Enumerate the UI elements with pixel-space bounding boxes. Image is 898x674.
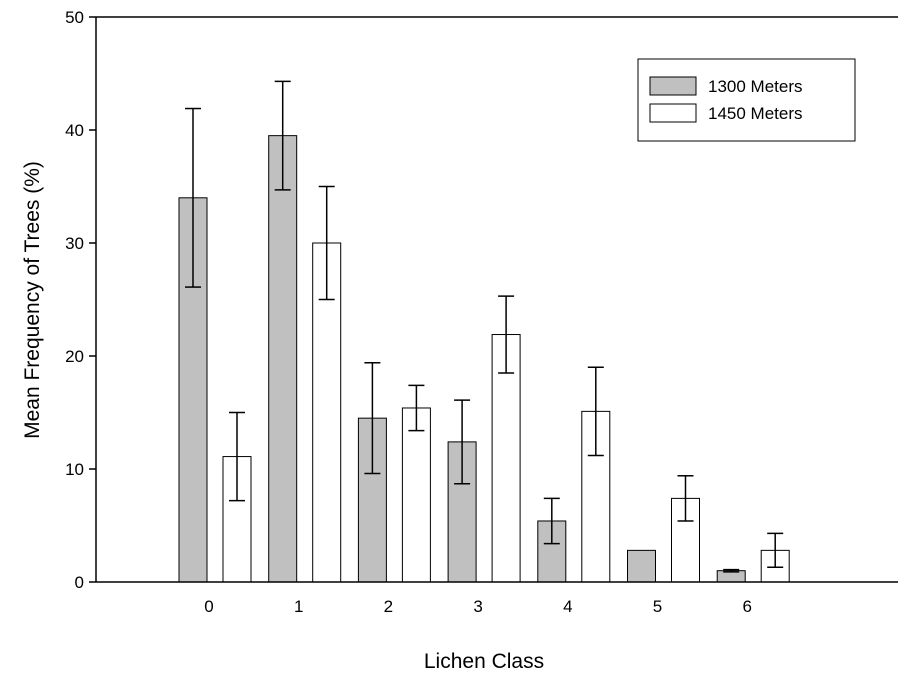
y-axis-ticks: 0 10 20 30 40 50 <box>65 8 96 592</box>
bar-1450m-class-3 <box>491 334 521 583</box>
y-tick-label: 0 <box>75 573 84 592</box>
bars <box>178 135 790 583</box>
x-tick-label: 6 <box>742 597 751 616</box>
x-tick-label: 4 <box>563 597 572 616</box>
legend-label-1300: 1300 Meters <box>708 77 803 96</box>
x-tick-label: 5 <box>653 597 662 616</box>
y-tick-label: 10 <box>65 460 84 479</box>
legend: 1300 Meters 1450 Meters <box>637 58 856 142</box>
y-tick-label: 40 <box>65 121 84 140</box>
legend-swatch-1300 <box>649 76 697 96</box>
legend-swatch-1450 <box>649 103 697 123</box>
bar-1300m-class-1 <box>268 135 298 583</box>
x-tick-label: 2 <box>384 597 393 616</box>
y-axis-title: Mean Frequency of Trees (%) <box>21 161 44 439</box>
bar-1300m-class-5 <box>627 549 656 583</box>
x-tick-label: 3 <box>473 597 482 616</box>
x-tick-label: 0 <box>204 597 213 616</box>
y-tick-label: 50 <box>65 8 84 27</box>
x-tick-label: 1 <box>294 597 303 616</box>
error-bars <box>185 80 784 573</box>
y-tick-label: 30 <box>65 234 84 253</box>
x-axis-ticks: 0 1 2 3 4 5 6 <box>204 597 752 616</box>
y-tick-label: 20 <box>65 347 84 366</box>
legend-box <box>637 58 856 142</box>
x-axis-title: Lichen Class <box>424 650 544 673</box>
bar-1450m-class-2 <box>401 407 431 583</box>
legend-label-1450: 1450 Meters <box>708 104 803 123</box>
